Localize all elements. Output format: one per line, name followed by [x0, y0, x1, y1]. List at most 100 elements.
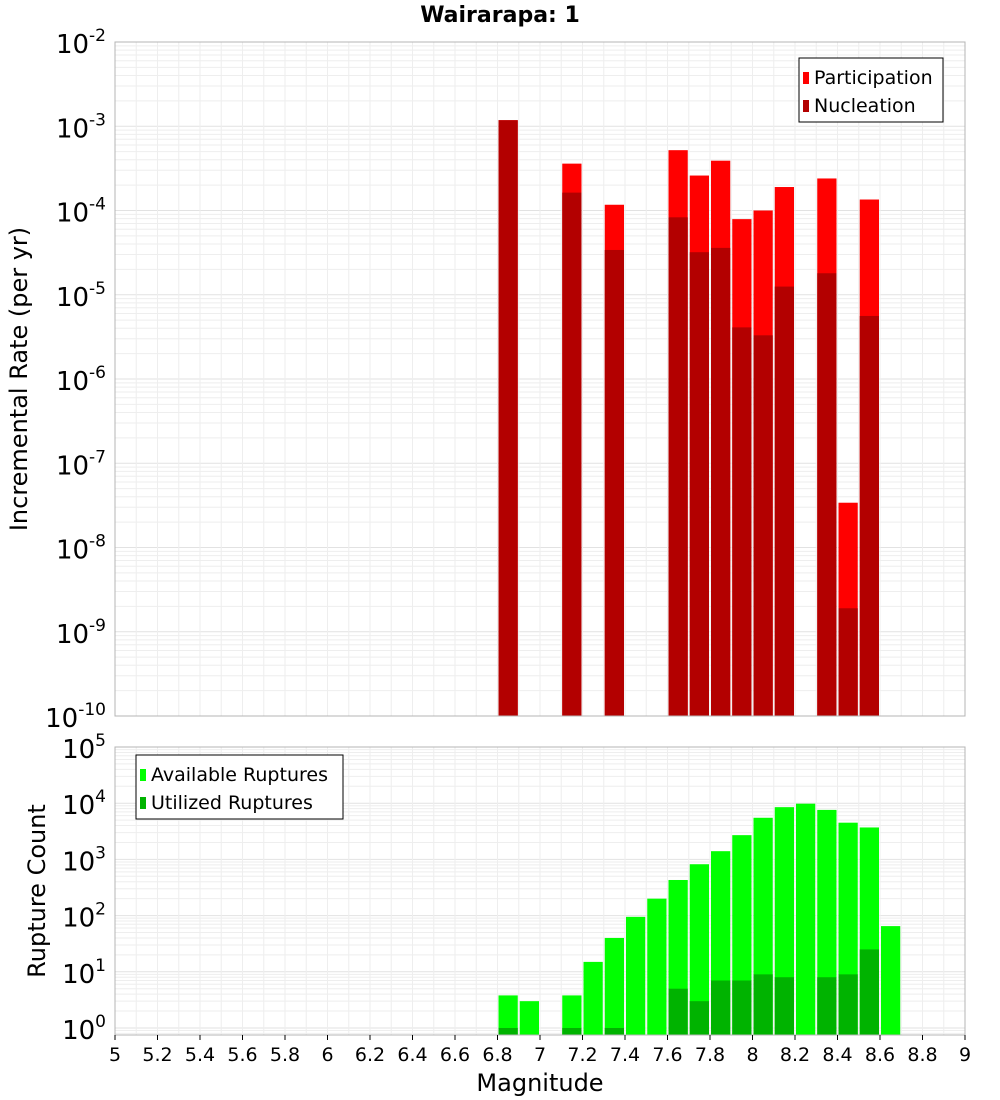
utilized-ruptures-bar	[774, 977, 794, 1035]
bottom-y-tick-exponent: 1	[95, 956, 106, 976]
x-axis-label: Magnitude	[476, 1069, 603, 1097]
top-y-tick-label: 10-7	[56, 447, 106, 481]
x-tick-label: 6.2	[355, 1044, 385, 1066]
nucleation-bar	[604, 249, 624, 716]
x-tick-label: 8.6	[865, 1044, 895, 1066]
top-y-tick-exponent: -5	[89, 279, 106, 299]
bottom-y-tick-base: 10	[62, 904, 95, 934]
top-legend-label: Participation	[814, 67, 933, 89]
bottom-y-tick-base: 10	[62, 735, 95, 765]
utilized-ruptures-bar	[711, 980, 731, 1035]
x-tick-label: 7.6	[652, 1044, 682, 1066]
top-y-tick-base: 10	[56, 536, 89, 566]
available-ruptures-bar	[689, 864, 709, 1035]
top-y-tick-exponent: -7	[89, 447, 106, 467]
bottom-legend-label: Available Ruptures	[151, 764, 328, 786]
top-y-tick-exponent: -3	[89, 110, 106, 130]
x-tick-label: 8.4	[822, 1044, 852, 1066]
bottom-legend-swatch	[140, 769, 146, 781]
x-tick-label: 8.8	[907, 1044, 937, 1066]
top-y-tick-base: 10	[56, 620, 89, 650]
bottom-y-tick-base: 10	[62, 791, 95, 821]
bottom-legend-box	[135, 754, 344, 820]
top-y-tick-exponent: -6	[89, 363, 106, 383]
x-tick-label: 9	[959, 1044, 971, 1066]
chart-title: Wairarapa: 1	[420, 3, 580, 28]
x-tick-label: 6.4	[397, 1044, 427, 1066]
bottom-y-tick-exponent: 4	[95, 787, 106, 807]
top-y-tick-label: 10-9	[56, 616, 106, 650]
utilized-ruptures-bar	[838, 974, 858, 1035]
top-y-tick-label: 10-8	[56, 532, 106, 566]
top-y-tick-exponent: -10	[78, 700, 106, 720]
top-y-tick-base: 10	[56, 114, 89, 144]
bottom-y-tick-exponent: 0	[95, 1012, 106, 1032]
nucleation-bar	[774, 286, 794, 716]
nucleation-bar	[689, 252, 709, 717]
x-tick-label: 6.6	[440, 1044, 470, 1066]
bottom-y-tick-label: 101	[62, 956, 106, 990]
bottom-y-tick-label: 105	[62, 731, 106, 765]
top-y-tick-label: 10-6	[56, 363, 106, 397]
available-ruptures-bar	[498, 995, 518, 1035]
nucleation-bar	[732, 327, 752, 716]
bottom-legend-label: Utilized Ruptures	[151, 792, 313, 814]
utilized-ruptures-bar	[498, 1027, 518, 1035]
x-tick-label: 5.8	[270, 1044, 300, 1066]
x-tick-label: 7.8	[695, 1044, 725, 1066]
top-y-tick-exponent: -8	[89, 532, 106, 552]
available-ruptures-bar	[583, 961, 603, 1035]
nucleation-bar	[859, 315, 879, 716]
top-legend-label: Nucleation	[814, 95, 916, 117]
nucleation-bar	[711, 247, 731, 716]
x-tick-label: 5	[109, 1044, 121, 1066]
available-ruptures-bar	[626, 916, 646, 1035]
utilized-ruptures-bar	[562, 1027, 582, 1035]
x-tick-label: 5.4	[185, 1044, 215, 1066]
top-y-axis-label: Incremental Rate (per yr)	[5, 227, 33, 531]
nucleation-bar	[668, 217, 688, 716]
top-y-tick-exponent: -9	[89, 616, 106, 636]
x-tick-label: 6	[321, 1044, 333, 1066]
top-legend-box	[798, 57, 944, 123]
top-y-tick-exponent: -2	[89, 26, 106, 46]
top-legend-swatch	[803, 72, 809, 84]
top-y-tick-base: 10	[56, 199, 89, 229]
utilized-ruptures-bar	[604, 1027, 624, 1035]
nucleation-bar	[562, 192, 582, 717]
utilized-ruptures-bar	[668, 988, 688, 1035]
top-y-tick-base: 10	[45, 704, 78, 734]
nucleation-bar	[753, 335, 773, 716]
bottom-y-tick-exponent: 2	[95, 900, 106, 920]
top-y-tick-base: 10	[56, 30, 89, 60]
top-y-tick-label: 10-4	[56, 195, 106, 229]
bottom-y-tick-label: 103	[62, 843, 106, 877]
top-y-tick-label: 10-10	[45, 700, 106, 734]
top-y-tick-label: 10-3	[56, 110, 106, 144]
x-tick-label: 8.2	[780, 1044, 810, 1066]
x-tick-label: 8	[746, 1044, 758, 1066]
top-y-tick-exponent: -4	[89, 195, 106, 215]
nucleation-bar	[838, 608, 858, 716]
available-ruptures-bar	[796, 803, 816, 1035]
x-tick-label: 7.2	[567, 1044, 597, 1066]
nucleation-bar	[498, 120, 518, 716]
utilized-ruptures-bar	[817, 977, 837, 1035]
bottom-y-tick-base: 10	[62, 1016, 95, 1046]
available-ruptures-bar	[647, 898, 667, 1035]
x-tick-label: 5.2	[142, 1044, 172, 1066]
top-y-tick-base: 10	[56, 451, 89, 481]
utilized-ruptures-bar	[753, 974, 773, 1035]
nucleation-bar	[817, 273, 837, 716]
available-ruptures-bar	[562, 995, 582, 1035]
bottom-y-tick-base: 10	[62, 960, 95, 990]
utilized-ruptures-bar	[732, 980, 752, 1035]
bottom-y-axis-label: Rupture Count	[23, 804, 51, 978]
top-frame	[114, 41, 966, 717]
x-tick-label: 7.4	[610, 1044, 640, 1066]
top-legend-swatch	[803, 100, 809, 112]
utilized-ruptures-bar	[859, 949, 879, 1035]
available-ruptures-bar	[881, 926, 901, 1035]
